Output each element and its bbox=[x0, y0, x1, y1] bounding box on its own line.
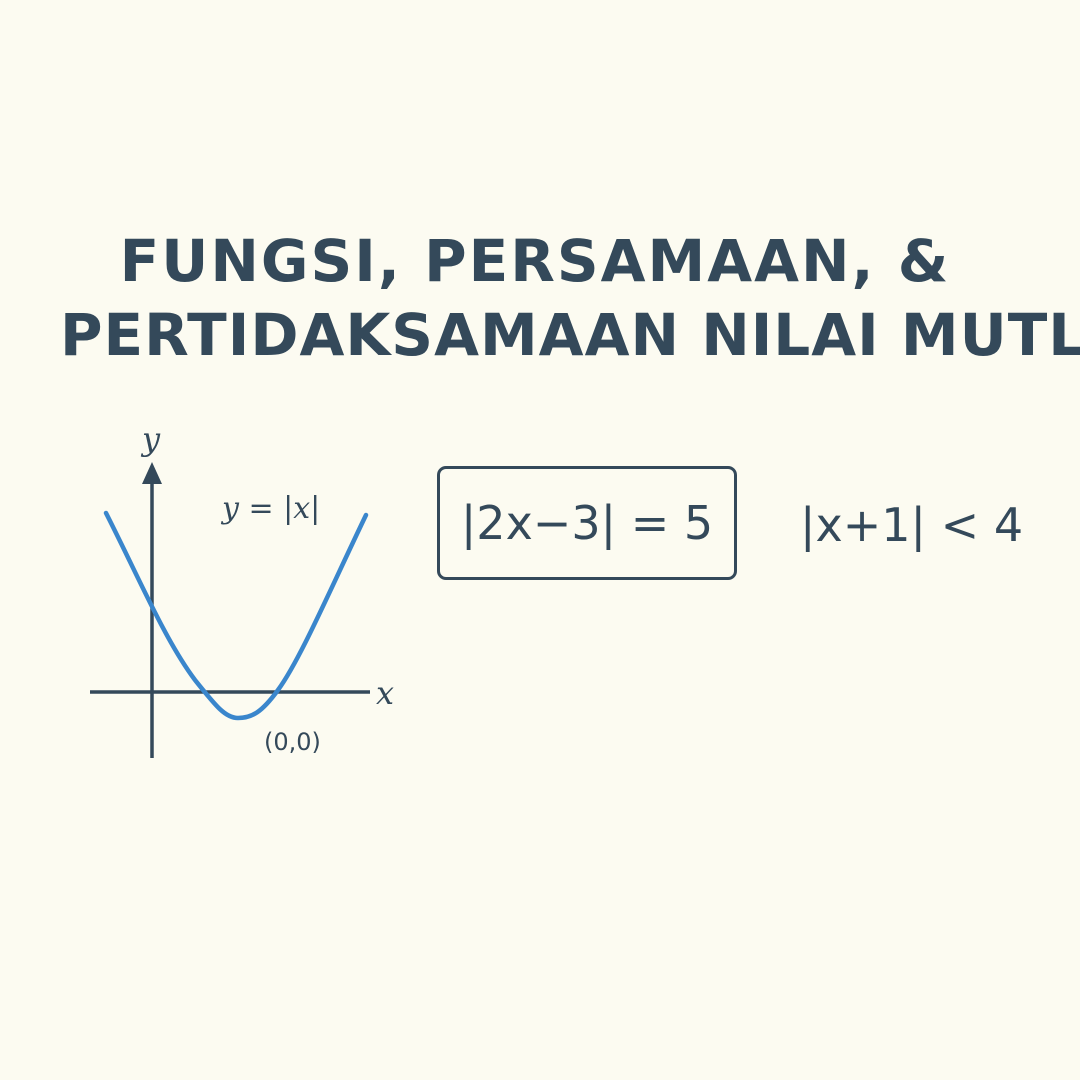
function-label: y = |x| bbox=[220, 491, 320, 526]
equation-text: |2x−3| = 5 bbox=[460, 496, 714, 550]
y-axis-arrow-icon bbox=[142, 462, 162, 484]
function-curve bbox=[103, 510, 369, 721]
title-line-2: PERTIDAKSAMAAN NILAI MUTLAK bbox=[60, 301, 1080, 369]
title-line-1: FUNGSI, PERSAMAAN, & bbox=[119, 227, 951, 295]
x-axis-label: x bbox=[376, 674, 394, 712]
inequality-text: |x+1| < 4 bbox=[800, 498, 1024, 552]
y-axis-label: y bbox=[140, 420, 161, 458]
equation-box: |2x−3| = 5 bbox=[437, 466, 737, 580]
origin-label: (0,0) bbox=[264, 728, 321, 756]
inequality: |x+1| < 4 bbox=[800, 490, 1023, 560]
